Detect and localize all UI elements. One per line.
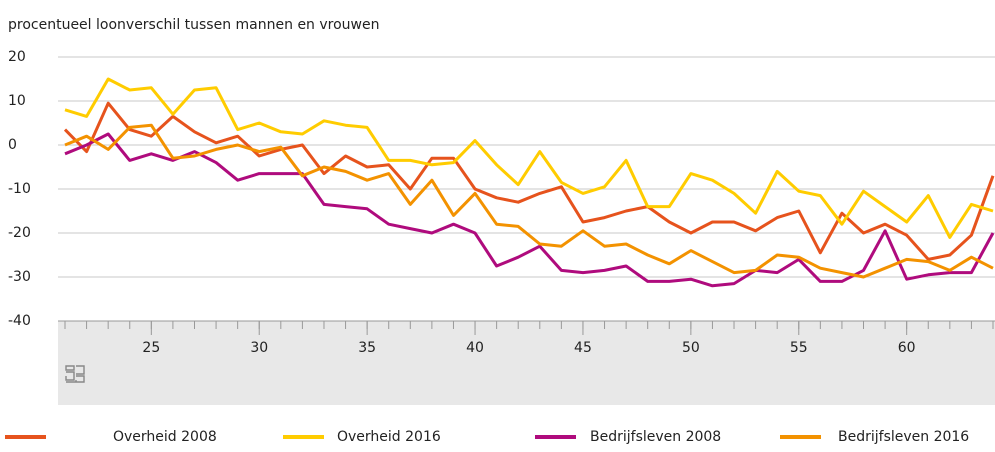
y-tick-label: -10 (8, 181, 31, 197)
legend-label: Bedrijfsleven 2016 (838, 429, 969, 445)
y-tick-label: 0 (8, 137, 17, 153)
x-tick-label: 50 (682, 340, 700, 356)
legend-label: Bedrijfsleven 2008 (590, 429, 721, 445)
y-tick-label: 10 (8, 93, 26, 109)
series-line (64, 77, 994, 239)
x-tick-label: 30 (250, 340, 268, 356)
legend-label: Overheid 2008 (113, 429, 217, 445)
y-tick-label: 20 (8, 49, 26, 65)
x-tick-label: 40 (466, 340, 484, 356)
x-tick-label: 35 (358, 340, 376, 356)
x-tick-label: 25 (142, 340, 160, 356)
x-tick-label: 60 (898, 340, 916, 356)
chart-title: procentueel loonverschil tussen mannen e… (8, 17, 380, 33)
axis-band (58, 321, 995, 405)
series-line (64, 123, 994, 279)
y-tick-label: -40 (8, 313, 31, 329)
x-tick-label: 55 (790, 340, 808, 356)
legend-label: Overheid 2016 (337, 429, 441, 445)
y-tick-label: -20 (8, 225, 31, 241)
x-tick-label: 45 (574, 340, 592, 356)
cbs-logo (65, 365, 85, 383)
series-line (64, 132, 995, 288)
y-tick-label: -30 (8, 269, 31, 285)
